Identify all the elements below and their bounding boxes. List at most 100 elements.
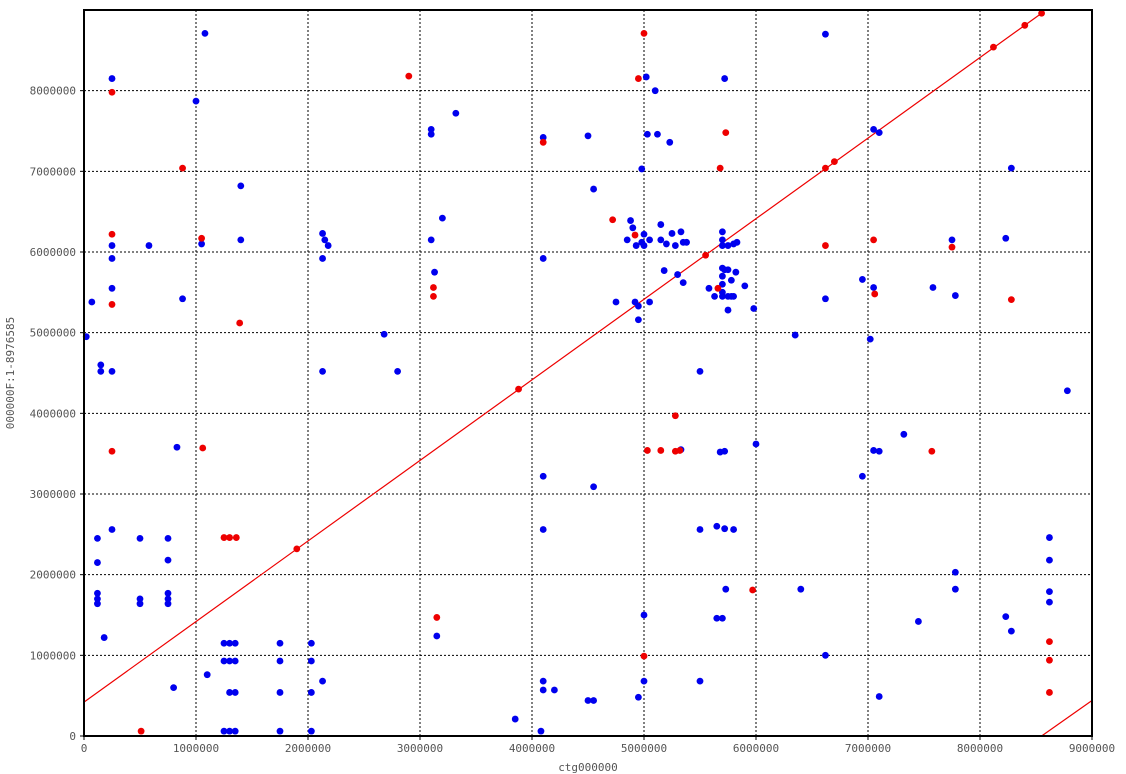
reverse-match-point <box>722 129 730 137</box>
reverse-match-point <box>108 88 116 96</box>
forward-match-point <box>307 657 315 665</box>
forward-match-point <box>173 443 181 451</box>
reverse-match-point <box>108 230 116 238</box>
x-tick-label: 0 <box>81 742 88 755</box>
forward-match-point <box>1063 387 1071 395</box>
reverse-match-point <box>199 444 207 452</box>
forward-match-point <box>696 677 704 685</box>
reverse-match-point <box>405 72 413 80</box>
forward-match-point <box>539 472 547 480</box>
forward-match-point <box>198 240 206 248</box>
reverse-match-point <box>671 412 679 420</box>
y-axis-ticks: 0 1000000 2000000 3000000 4000000 5000000 6000… <box>30 85 84 743</box>
forward-match-point <box>666 138 674 146</box>
forward-match-point <box>192 97 200 105</box>
forward-match-point <box>136 534 144 542</box>
forward-match-point <box>108 367 116 375</box>
forward-match-point <box>452 109 460 117</box>
reverse-match-point <box>430 284 437 291</box>
reverse-match-point <box>657 447 665 454</box>
reverse-match-point <box>1038 9 1045 17</box>
forward-match-point <box>1046 534 1053 541</box>
forward-match-point <box>660 267 668 274</box>
reverse-match-point <box>871 290 879 298</box>
forward-match-point <box>683 238 690 246</box>
forward-match-point <box>590 185 597 193</box>
reverse-match-point <box>640 29 648 37</box>
reverse-match-point <box>714 284 722 292</box>
forward-match-point <box>231 657 239 665</box>
forward-match-point <box>870 284 877 291</box>
forward-match-point <box>88 298 96 306</box>
forward-match-point <box>657 221 665 228</box>
reverse-match-point <box>539 138 547 146</box>
forward-match-point <box>915 618 922 625</box>
forward-match-point <box>646 298 653 306</box>
diagonal-alignment-line <box>1041 700 1093 737</box>
y-tick-label: 2000000 <box>30 569 76 582</box>
reverse-match-point <box>108 301 116 308</box>
forward-match-point <box>722 585 730 593</box>
forward-match-point <box>179 295 186 303</box>
forward-match-point <box>584 132 592 140</box>
forward-match-point <box>651 87 659 95</box>
reverse-match-point <box>108 447 116 455</box>
forward-match-point <box>539 255 547 262</box>
forward-match-point <box>94 600 101 608</box>
reverse-match-point <box>137 727 145 735</box>
reverse-match-point <box>1021 21 1029 29</box>
forward-match-point <box>1007 627 1015 635</box>
forward-match-point <box>307 639 315 647</box>
forward-match-point <box>640 242 648 249</box>
forward-match-point <box>875 447 883 455</box>
reverse-match-point <box>1046 638 1053 646</box>
reverse-match-point <box>928 447 936 455</box>
forward-match-point <box>136 600 144 608</box>
forward-match-point <box>1007 164 1015 172</box>
forward-match-point <box>164 556 172 564</box>
x-tick-label: 1000000 <box>173 742 219 755</box>
forward-match-point <box>108 242 116 249</box>
forward-match-point <box>822 651 829 659</box>
forward-match-point <box>237 182 245 190</box>
forward-match-point <box>220 657 228 665</box>
forward-match-point <box>679 279 687 287</box>
forward-match-point <box>136 595 144 603</box>
reverse-match-point <box>990 43 997 51</box>
forward-match-point <box>237 236 245 244</box>
forward-match-point <box>321 236 329 244</box>
forward-match-point <box>108 284 116 292</box>
forward-match-point <box>584 697 592 704</box>
forward-match-point <box>1002 234 1010 242</box>
reverse-match-point <box>831 158 838 166</box>
forward-match-point <box>752 440 760 448</box>
forward-match-point <box>203 671 211 679</box>
forward-match-point <box>164 595 172 603</box>
forward-match-point <box>380 330 388 338</box>
forward-match-point <box>590 483 597 491</box>
forward-match-point <box>539 526 547 533</box>
forward-match-point <box>632 242 640 249</box>
reverse-match-point <box>676 447 684 454</box>
y-tick-label: 3000000 <box>30 488 76 501</box>
forward-match-point <box>511 715 519 723</box>
reverse-match-point <box>702 251 709 259</box>
forward-match-point <box>226 657 234 665</box>
forward-match-point <box>276 639 284 647</box>
x-tick-label: 6000000 <box>733 742 779 755</box>
forward-match-point <box>226 727 234 735</box>
reverse-match-point <box>822 242 829 249</box>
forward-match-point <box>164 534 172 542</box>
forward-match-point <box>721 75 729 82</box>
forward-match-point <box>713 614 721 622</box>
forward-match-point <box>97 361 105 369</box>
forward-match-point <box>276 727 284 735</box>
reverse-match-point <box>179 164 186 172</box>
forward-match-point <box>1046 556 1053 564</box>
forward-match-point <box>951 568 959 576</box>
y-axis-label: 000000F:1-8976585 <box>4 317 17 430</box>
reverse-match-point <box>226 534 234 541</box>
forward-match-point <box>97 367 105 375</box>
forward-match-point <box>732 268 740 276</box>
forward-match-point <box>657 236 665 244</box>
